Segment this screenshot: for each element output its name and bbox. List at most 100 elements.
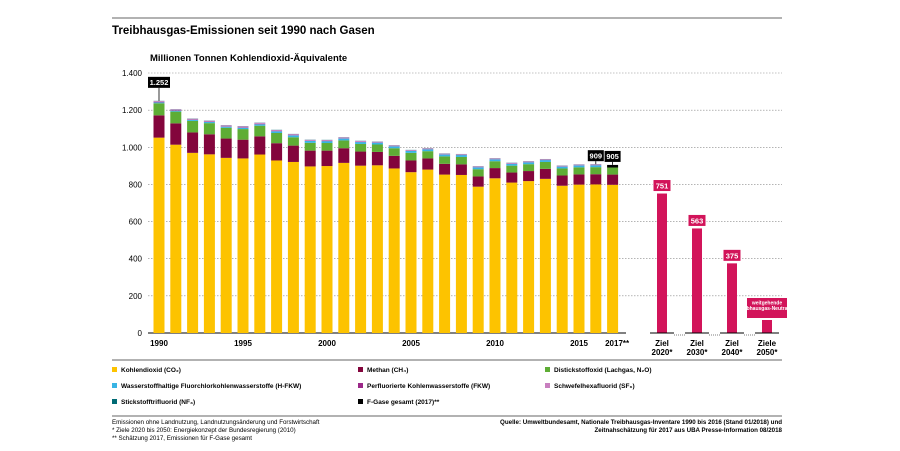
bar-segment-1995-s1 — [237, 139, 249, 159]
bar-segment-2016-s1 — [590, 174, 602, 185]
target-bar-2 — [727, 263, 737, 333]
bar-segment-2004-s0 — [388, 168, 400, 333]
y-tick-label: 1.400 — [122, 69, 143, 78]
x-tick-label: 2017** — [605, 339, 630, 348]
legend-swatch-5 — [545, 383, 550, 388]
legend-label-6: Stickstofftrifluorid (NF₃) — [121, 399, 195, 406]
target-label: Ziel 2020* — [652, 339, 674, 357]
target-label: Ziel 2030* — [687, 339, 709, 357]
bar-segment-1993-s0 — [203, 154, 215, 333]
bar-segment-1995-s2 — [237, 129, 249, 140]
bar-segment-2002-s1 — [355, 151, 367, 166]
legend-label-3: Wasserstoffhaltige Fluorchlorkohlenwasse… — [121, 383, 301, 390]
bar-segment-2009-s1 — [472, 176, 484, 187]
bar-segment-1994-s5 — [220, 125, 232, 127]
bar-segment-2003-s5 — [371, 141, 383, 143]
x-tick-label: 2010 — [486, 339, 504, 348]
bar-segment-2016-s3 — [590, 165, 602, 168]
x-tick-label: 1995 — [234, 339, 252, 348]
bar-segment-2013-s1 — [539, 168, 551, 179]
bar-segment-1997-s5 — [271, 130, 283, 132]
bar-segment-1992-s3 — [187, 119, 199, 121]
bar-segment-2006-s3 — [422, 149, 434, 152]
y-tick-label: 1.200 — [122, 106, 143, 115]
bar-segment-1992-s2 — [187, 120, 199, 133]
bar-segment-1990-s3 — [153, 102, 165, 104]
bar-segment-1991-s4 — [170, 110, 182, 111]
bar-segment-2002-s5 — [355, 140, 367, 142]
bar-segment-2000-s2 — [321, 143, 333, 151]
bar-segment-2014-s1 — [556, 175, 568, 186]
bar-segment-2007-s5 — [439, 153, 451, 155]
bar-segment-2010-s0 — [489, 178, 501, 333]
bar-segment-1991-s3 — [170, 110, 182, 112]
y-tick-label: 1.000 — [122, 143, 143, 152]
bar-segment-2016-s2 — [590, 167, 602, 175]
bar-segment-2006-s5 — [422, 148, 434, 150]
target-neutral-box — [747, 298, 787, 318]
bar-segment-1991-s5 — [170, 109, 182, 111]
bar-segment-2006-s0 — [422, 169, 434, 333]
bar-segment-2010-s1 — [489, 168, 501, 179]
bar-segment-2012-s2 — [523, 164, 535, 172]
bar-segment-1994-s0 — [220, 157, 232, 333]
bar-segment-1998-s5 — [287, 134, 299, 136]
bar-segment-1991-s2 — [170, 111, 182, 124]
target-value-label: 375 — [726, 251, 739, 260]
legend-label-7: F-Gase gesamt (2017)** — [367, 399, 440, 406]
bar-segment-2009-s2 — [472, 169, 484, 177]
bar-segment-2001-s0 — [338, 162, 350, 333]
target-value-box — [652, 179, 672, 193]
footnote-0: Emissionen ohne Landnutzung, Landnutzung… — [112, 419, 320, 426]
bar-segment-1996-s5 — [254, 122, 266, 124]
bar-segment-2014-s2 — [556, 168, 568, 176]
target-value-box — [687, 213, 707, 227]
bar-segment-1990-s1 — [153, 115, 165, 138]
bar-segment-2007-s3 — [439, 154, 451, 157]
bar-segment-1998-s2 — [287, 137, 299, 146]
bar-segment-2005-s0 — [405, 172, 417, 333]
y-tick-label: 0 — [138, 329, 143, 338]
bar-segment-2014-s5 — [556, 165, 568, 167]
bar-segment-1999-s1 — [304, 150, 316, 167]
bar-segment-2003-s2 — [371, 144, 383, 152]
bar-segment-2013-s5 — [539, 159, 551, 160]
targets-layer: Ziel 2020* 751 Ziel 2030* 563 Ziel 2040* 375 Ziel… — [650, 179, 797, 357]
bar-segment-1995-s3 — [237, 127, 249, 130]
legend-swatch-1 — [358, 367, 363, 372]
y-tick-label: 800 — [129, 180, 143, 189]
bar-segment-2012-s3 — [523, 162, 535, 165]
bar-segment-1994-s2 — [220, 127, 232, 139]
target-bar-0 — [657, 193, 667, 333]
target-label: Ziele 2050* — [757, 339, 779, 357]
bar-segment-1998-s1 — [287, 145, 299, 162]
bar-segment-2017-s2 — [607, 167, 619, 175]
bar-segment-1999-s3 — [304, 140, 316, 143]
bar-segment-2010-s5 — [489, 158, 501, 160]
bar-segment-2011-s1 — [506, 172, 518, 183]
bar-segment-2006-s2 — [422, 151, 434, 159]
bar-segment-2006-s1 — [422, 158, 434, 170]
legend-label-1: Methan (CH₄) — [367, 367, 408, 374]
bar-segment-1993-s2 — [203, 123, 215, 135]
bar-segment-2012-s1 — [523, 171, 535, 182]
value-label: 905 — [606, 152, 619, 161]
bar-segment-2001-s3 — [338, 138, 350, 141]
bar-segment-2007-s2 — [439, 156, 451, 164]
bar-segment-1999-s2 — [304, 142, 316, 151]
bar-segment-2004-s5 — [388, 145, 400, 147]
bar-segment-2004-s2 — [388, 148, 400, 156]
bar-segment-2007-s1 — [439, 163, 451, 175]
bar-segment-1995-s5 — [237, 126, 249, 128]
chart-subtitle: Millionen Tonnen Kohlendioxid-Äquivalent… — [150, 53, 347, 64]
bar-segment-2008-s5 — [455, 154, 467, 155]
bar-segment-2005-s5 — [405, 150, 417, 151]
bar-segment-2015-s3 — [573, 165, 585, 168]
bar-segment-1992-s0 — [187, 152, 199, 333]
bar-segment-2013-s3 — [539, 160, 551, 162]
bar-segment-1990-s5 — [153, 101, 165, 102]
target-value-label: 563 — [691, 216, 704, 225]
bar-segment-1997-s1 — [271, 143, 283, 161]
